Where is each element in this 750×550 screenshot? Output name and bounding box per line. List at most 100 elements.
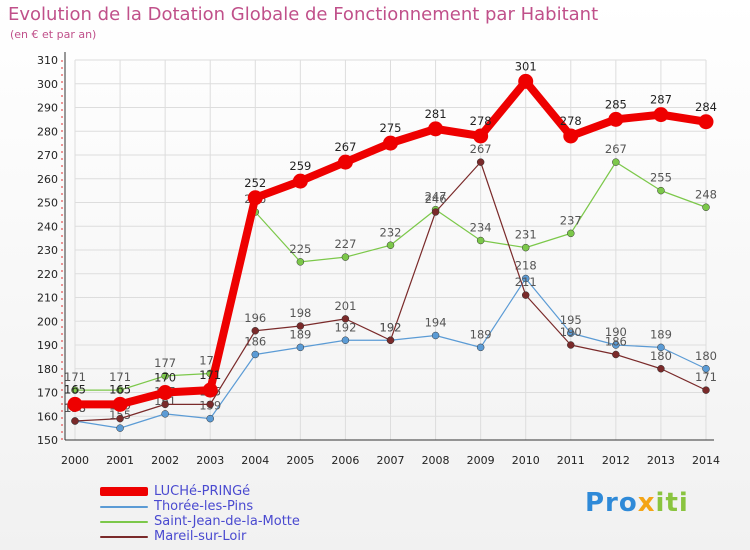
legend-item-saint-jean-de-la-motte[interactable]: Saint-Jean-de-la-Motte [100,514,300,529]
data-point [296,258,305,266]
x-tick-label: 2012 [602,454,630,467]
x-tick-label: 2014 [692,454,720,467]
data-point [476,236,485,245]
data-point [386,241,395,249]
data-point [567,329,575,337]
data-point [71,417,79,425]
data-point [702,365,710,373]
y-tick-label: 160 [37,410,58,423]
data-point [431,208,440,216]
data-label: 232 [380,225,402,239]
data-label: 192 [334,320,356,334]
legend-swatch-thoree-les-pins [100,505,148,508]
data-label: 281 [425,107,447,121]
x-tick-label: 2002 [151,454,179,467]
data-label: 190 [605,325,627,339]
x-tick-label: 2011 [557,454,585,467]
data-label: 198 [289,306,311,320]
data-point [161,400,169,409]
x-tick-label: 2007 [377,454,405,467]
y-tick-label: 290 [37,102,58,115]
data-label: 248 [695,187,717,201]
y-tick-label: 270 [37,149,58,162]
data-label: 287 [650,93,672,107]
data-label: 180 [695,349,717,363]
data-point [518,73,534,89]
data-label: 180 [650,349,672,363]
legend-label-thoree-les-pins: Thorée-les-Pins [154,499,254,514]
data-label: 189 [650,327,672,341]
data-label: 231 [515,228,537,242]
legend-item-thoree-les-pins[interactable]: Thorée-les-Pins [100,499,300,514]
data-label: 259 [289,159,311,173]
y-tick-label: 210 [37,292,58,305]
data-label: 255 [650,171,672,185]
data-label: 211 [515,275,537,289]
data-label: 177 [154,356,176,370]
data-label: 165 [64,382,86,396]
data-point [116,424,124,432]
y-tick-label: 180 [37,363,58,376]
data-point [112,396,128,412]
data-label: 192 [380,320,402,334]
data-point [383,135,398,151]
data-point [206,400,214,409]
data-point [476,343,485,352]
data-label: 301 [515,59,537,73]
y-tick-label: 240 [37,220,58,233]
data-label: 267 [334,140,356,154]
y-tick-label: 250 [37,197,58,210]
y-tick-label: 310 [37,54,58,67]
legend-swatch-mareil-sur-loir [100,535,148,538]
data-point [698,114,714,130]
legend-swatch-luche-pringe [100,487,148,496]
data-point [337,154,353,170]
legend-swatch-saint-jean-de-la-motte [100,520,148,523]
x-tick-label: 2010 [512,454,540,467]
legend-label-saint-jean-de-la-motte: Saint-Jean-de-la-Motte [154,514,300,529]
data-point [563,128,579,144]
data-point [341,315,350,323]
chart-subtitle: (en € et par an) [10,28,97,41]
data-point [612,341,620,349]
legend-item-luche-pringe[interactable]: LUCHé-PRINGé [100,484,300,499]
data-point [567,341,575,349]
x-tick-label: 2004 [241,454,269,467]
data-point [296,343,305,352]
chart-title: Evolution de la Dotation Globale de Fonc… [8,4,599,25]
y-tick-label: 220 [37,268,58,281]
y-tick-label: 170 [37,387,58,400]
data-point [521,291,530,299]
data-label: 278 [470,114,492,128]
y-tick-label: 200 [37,315,58,328]
y-tick-label: 280 [37,125,58,138]
data-label: 252 [244,176,266,190]
data-point [206,414,214,423]
data-label: 267 [470,142,492,156]
data-label: 227 [334,237,356,251]
line-chart-plot: 150 160 170 180 190 200 210 220 230 240 250 260 270 2… [37,52,720,467]
data-point [521,274,530,283]
data-point [161,372,169,380]
data-point [157,385,173,400]
y-tick-label: 190 [37,339,58,352]
x-tick-label: 2000 [61,454,89,467]
x-tick-label: 2013 [647,454,675,467]
data-label: 194 [425,316,447,330]
data-point [567,229,575,238]
data-label: 189 [289,327,311,341]
data-point [657,186,665,195]
data-point [431,331,440,340]
data-label: 190 [560,325,582,339]
data-point [247,190,263,206]
x-tick-label: 2006 [331,454,359,467]
data-label: 195 [560,313,582,327]
data-point [116,414,124,423]
data-label: 171 [64,370,86,384]
data-point [296,322,305,330]
data-label: 285 [605,97,627,111]
legend-item-mareil-sur-loir[interactable]: Mareil-sur-Loir [100,529,300,544]
legend-label-mareil-sur-loir: Mareil-sur-Loir [154,529,247,544]
data-point [386,336,395,344]
data-point [428,121,444,137]
